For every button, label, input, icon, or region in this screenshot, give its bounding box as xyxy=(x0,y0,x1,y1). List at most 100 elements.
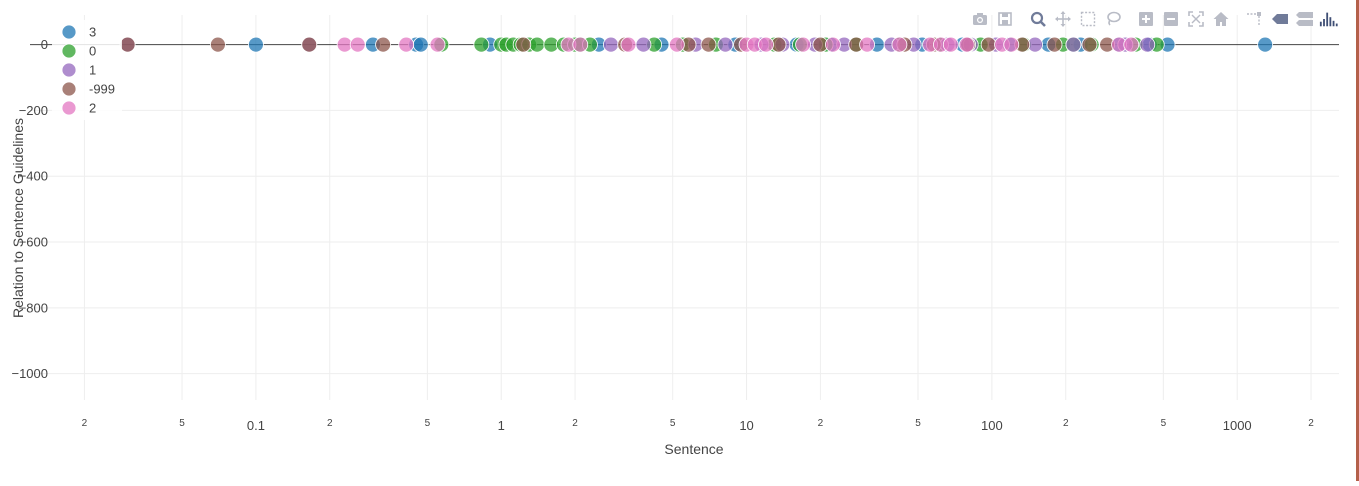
legend-label: 3 xyxy=(89,25,96,40)
x-tick-label: 2 xyxy=(327,418,333,429)
data-point[interactable] xyxy=(758,36,774,53)
zoom-out-button[interactable] xyxy=(1161,9,1181,29)
x-tick-label: 5 xyxy=(179,418,185,429)
legend-item[interactable]: 0 xyxy=(61,43,96,59)
plotly-logo-icon xyxy=(1319,12,1338,27)
data-point[interactable] xyxy=(1081,36,1098,53)
x-tick-label: 5 xyxy=(670,418,676,429)
spike-lines-button[interactable] xyxy=(1244,9,1264,29)
data-point[interactable] xyxy=(958,36,975,53)
lasso-button[interactable] xyxy=(1103,9,1123,29)
zoom-in-button[interactable] xyxy=(1136,9,1156,29)
hover-closest-button[interactable] xyxy=(1269,9,1289,29)
legend-item[interactable]: -999 xyxy=(61,81,115,97)
data-point[interactable] xyxy=(349,36,366,53)
save-button[interactable] xyxy=(995,9,1015,29)
data-point[interactable] xyxy=(891,36,908,53)
y-tick-label: −1000 xyxy=(11,366,48,381)
data-point[interactable] xyxy=(375,36,392,53)
x-tick-label: 2 xyxy=(1308,418,1314,429)
y-axis-title: Relation to Sentence Guidelines xyxy=(10,118,26,318)
modebar xyxy=(970,8,1344,30)
data-point[interactable] xyxy=(980,36,997,53)
lasso-icon xyxy=(1107,11,1121,26)
data-point[interactable] xyxy=(398,36,415,53)
x-tick-label: 10 xyxy=(739,418,753,433)
data-point[interactable] xyxy=(603,36,619,53)
plotly-logo-button[interactable] xyxy=(1319,9,1339,29)
window-edge xyxy=(1356,0,1359,481)
data-point[interactable] xyxy=(572,36,589,53)
x-tick-label: 5 xyxy=(425,418,431,429)
legend-marker xyxy=(61,62,77,78)
data-point[interactable] xyxy=(1065,36,1082,53)
data-point[interactable] xyxy=(700,36,717,53)
data-point[interactable] xyxy=(473,36,490,53)
hover-compare-button[interactable] xyxy=(1294,9,1314,29)
data-point[interactable] xyxy=(1003,36,1020,53)
data-point[interactable] xyxy=(942,36,959,53)
box-select-button[interactable] xyxy=(1078,9,1098,29)
x-tick-label: 2 xyxy=(1063,418,1069,429)
data-point[interactable] xyxy=(247,36,264,53)
x-tick-label: 1000 xyxy=(1223,418,1252,433)
data-point[interactable] xyxy=(119,36,136,53)
data-point[interactable] xyxy=(429,36,446,53)
legend-marker xyxy=(61,100,77,116)
x-tick-label: 5 xyxy=(915,418,921,429)
x-tick-labels: 2 5 0.1 2 5 1 2 5 10 2 5 100 2 5 1000 2 xyxy=(82,418,1315,433)
data-point[interactable] xyxy=(1123,36,1140,53)
legend-item[interactable]: 3 xyxy=(61,24,96,40)
x-tick-label: 2 xyxy=(818,418,824,429)
legend-item[interactable]: 1 xyxy=(61,62,96,78)
data-point[interactable] xyxy=(620,36,637,53)
data-point[interactable] xyxy=(1046,36,1063,53)
hover-compare-icon xyxy=(1296,12,1313,26)
hover-closest-icon xyxy=(1272,14,1288,24)
legend-label: 1 xyxy=(89,63,96,78)
data-point[interactable] xyxy=(529,36,545,53)
legend-marker xyxy=(61,24,77,40)
data-point[interactable] xyxy=(209,36,226,53)
legend-marker xyxy=(61,43,77,59)
data-point[interactable] xyxy=(717,36,734,53)
grid-layer xyxy=(30,15,1339,400)
zoom-out-icon xyxy=(1164,12,1178,26)
autoscale-button[interactable] xyxy=(1186,9,1206,29)
home-button[interactable] xyxy=(1211,9,1231,29)
legend[interactable]: 3 0 1 -999 2 xyxy=(52,20,122,120)
box-select-icon xyxy=(1080,11,1096,27)
camera-icon xyxy=(973,13,987,25)
legend-label: -999 xyxy=(89,82,115,97)
data-point[interactable] xyxy=(1139,36,1156,53)
legend-marker xyxy=(61,81,77,97)
data-point[interactable] xyxy=(1257,36,1274,53)
y-tick-label: −200 xyxy=(19,103,48,118)
autoscale-icon xyxy=(1188,11,1204,27)
legend-label: 0 xyxy=(89,44,96,59)
legend-item[interactable]: 2 xyxy=(61,100,96,116)
x-tick-label: 0.1 xyxy=(247,418,265,433)
data-point[interactable] xyxy=(668,36,685,53)
x-axis-title: Sentence xyxy=(664,441,723,457)
data-point[interactable] xyxy=(825,36,841,53)
x-tick-label: 2 xyxy=(572,418,578,429)
points-layer xyxy=(119,36,1274,53)
x-tick-label: 1 xyxy=(498,418,505,433)
data-point[interactable] xyxy=(795,36,811,53)
series-4 xyxy=(336,36,1140,53)
data-point[interactable] xyxy=(635,36,652,53)
pan-button[interactable] xyxy=(1053,9,1073,29)
data-point[interactable] xyxy=(301,36,318,53)
data-point[interactable] xyxy=(515,36,532,53)
zoom-button[interactable] xyxy=(1028,9,1048,29)
camera-button[interactable] xyxy=(970,9,990,29)
legend-label: 2 xyxy=(89,101,96,116)
home-icon xyxy=(1213,12,1229,26)
y-tick-label: −400 xyxy=(19,169,48,184)
data-point[interactable] xyxy=(412,36,429,53)
zoom-icon xyxy=(1030,11,1046,27)
data-point[interactable] xyxy=(859,36,875,53)
